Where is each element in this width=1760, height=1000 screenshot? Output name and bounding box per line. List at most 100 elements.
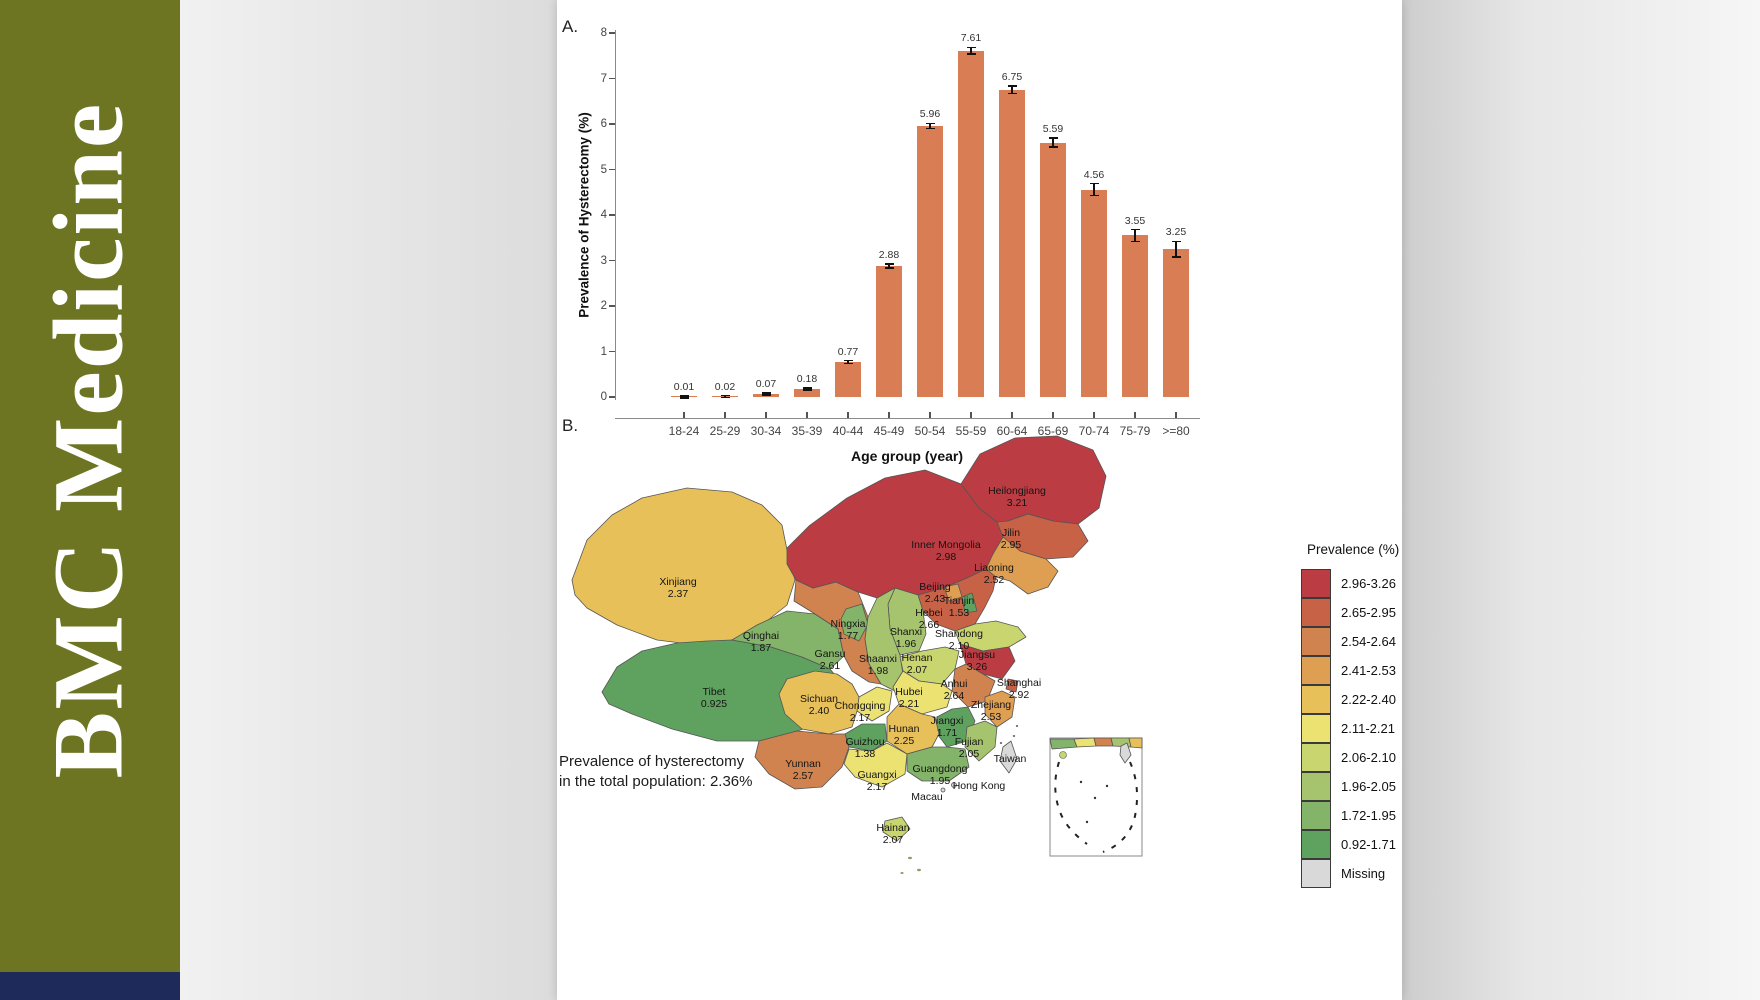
bar-value-label: 0.02 — [714, 380, 736, 393]
legend-row: 2.41-2.53 — [1301, 656, 1399, 685]
legend-row: 2.22-2.40 — [1301, 685, 1399, 714]
bar-value-label: 0.77 — [837, 345, 859, 358]
error-bar-cap — [1007, 92, 1017, 95]
bar-50-54 — [917, 125, 943, 397]
province-sichuan — [778, 670, 860, 735]
legend-row: 2.65-2.95 — [1301, 598, 1399, 627]
label-anhui: Anhui 2.64 — [941, 678, 968, 702]
bar-55-59 — [958, 50, 984, 397]
label-ningxia: Ningxia 1.77 — [830, 618, 865, 642]
legend-label: 2.96-3.26 — [1341, 576, 1396, 591]
journal-sidebar: BMC Medicine — [0, 0, 180, 1000]
y-tick-label: 8 — [600, 27, 607, 39]
label-xinjiang: Xinjiang 2.37 — [659, 576, 697, 600]
label-gansu: Gansu 2.61 — [815, 648, 846, 672]
province-guangdong — [906, 746, 970, 782]
label-shandong: Shandong 2.10 — [935, 628, 983, 652]
error-bar — [724, 395, 726, 398]
label-hainan: Hainan 2.07 — [876, 822, 909, 846]
y-tick — [609, 396, 615, 398]
y-tick-label: 6 — [600, 118, 607, 130]
y-tick-label: 2 — [600, 300, 607, 312]
error-bar-cap — [679, 395, 689, 397]
error-bar-cap — [1130, 240, 1140, 243]
province-labels: Heilongjiang 3.21 Jilin 2.95 Inner Mongoli… — [659, 485, 1046, 846]
label-shaanxi: Shaanxi 1.98 — [859, 653, 897, 677]
error-bar-cap — [1130, 228, 1140, 231]
error-bar-cap — [761, 394, 771, 396]
error-bar-cap — [925, 122, 935, 125]
legend-swatch — [1301, 859, 1331, 888]
province-shanghai — [1005, 678, 1019, 693]
island-dot — [900, 872, 904, 874]
y-tick — [609, 259, 615, 262]
y-tick — [609, 305, 615, 307]
label-macau: Macau — [911, 791, 943, 803]
page-gutter-left — [180, 0, 557, 1000]
error-bar-cap — [966, 46, 976, 49]
error-bar — [1134, 229, 1136, 242]
total-prevalence-line2: in the total population: 2.36% — [559, 773, 753, 790]
legend-label: 1.96-2.05 — [1341, 779, 1396, 794]
x-tick-label: 60-64 — [996, 424, 1028, 438]
error-bar — [1175, 241, 1177, 257]
legend-row: 2.96-3.26 — [1301, 569, 1399, 598]
x-tick-label: 45-49 — [873, 424, 905, 438]
legend-label: Missing — [1341, 866, 1386, 881]
error-bar-cap — [1048, 146, 1058, 148]
error-bar-cap — [884, 267, 894, 269]
label-henan: Henan 2.07 — [902, 652, 933, 676]
label-tibet: Tibet 0.925 — [701, 686, 727, 710]
error-bar — [806, 387, 808, 390]
x-tick — [806, 412, 808, 418]
province-shapes — [571, 435, 1107, 874]
label-heilongjiang: Heilongjiang 3.21 — [988, 485, 1046, 509]
legend-row: 0.92-1.71 — [1301, 830, 1399, 859]
panel-a-label: A. — [562, 17, 579, 36]
error-bar-cap — [720, 394, 730, 397]
error-bar — [847, 360, 849, 364]
bar-value-label: 0.07 — [755, 378, 777, 391]
bar-70-74 — [1081, 189, 1107, 397]
x-tick-label: 35-39 — [791, 424, 823, 438]
label-guizhou: Guizhou 1.38 — [845, 736, 884, 760]
label-fujian: Fujian 2.05 — [955, 736, 984, 760]
y-tick-label: 5 — [600, 163, 607, 176]
label-hunan: Hunan 2.25 — [889, 723, 920, 747]
y-tick-label: 0 — [600, 391, 607, 403]
error-bar — [1052, 138, 1054, 148]
error-bar — [970, 47, 972, 55]
bar-40-44 — [835, 361, 861, 397]
province-heilongjiang — [960, 435, 1107, 525]
legend-swatch — [1301, 627, 1331, 656]
bar-value-label: 0.18 — [796, 372, 818, 385]
bar-value-label: 2.88 — [878, 248, 900, 261]
legend-row: Missing — [1301, 859, 1399, 888]
error-bar — [888, 263, 890, 268]
error-bar-cap — [966, 53, 976, 55]
error-bar-cap — [1171, 256, 1181, 258]
island-dot — [1015, 725, 1019, 727]
panel-b-label: B. — [562, 416, 579, 435]
error-bar-cap — [925, 127, 935, 130]
label-hong-kong: Hong Kong — [953, 780, 1006, 792]
legend-swatch — [1301, 598, 1331, 627]
x-tick — [724, 412, 726, 418]
x-tick — [1134, 412, 1136, 418]
hong-kong-marker — [951, 782, 957, 788]
legend-row: 2.54-2.64 — [1301, 627, 1399, 656]
x-tick-label: 55-59 — [955, 424, 987, 438]
total-prevalence-line1: Prevalence of hysterectomy — [559, 753, 745, 770]
y-tick-label: 3 — [600, 254, 607, 267]
bar->=80 — [1163, 249, 1189, 397]
x-tick — [1011, 412, 1013, 418]
x-tick-label: 50-54 — [914, 424, 946, 438]
error-bar-cap — [720, 396, 730, 399]
label-guangdong: Guangdong 1.95 — [913, 763, 968, 787]
y-tick — [609, 168, 615, 171]
x-tick-label: 40-44 — [832, 424, 864, 438]
legend-swatch — [1301, 569, 1331, 598]
province-tianjin — [961, 592, 978, 614]
bar-value-label: 0.01 — [673, 380, 695, 393]
